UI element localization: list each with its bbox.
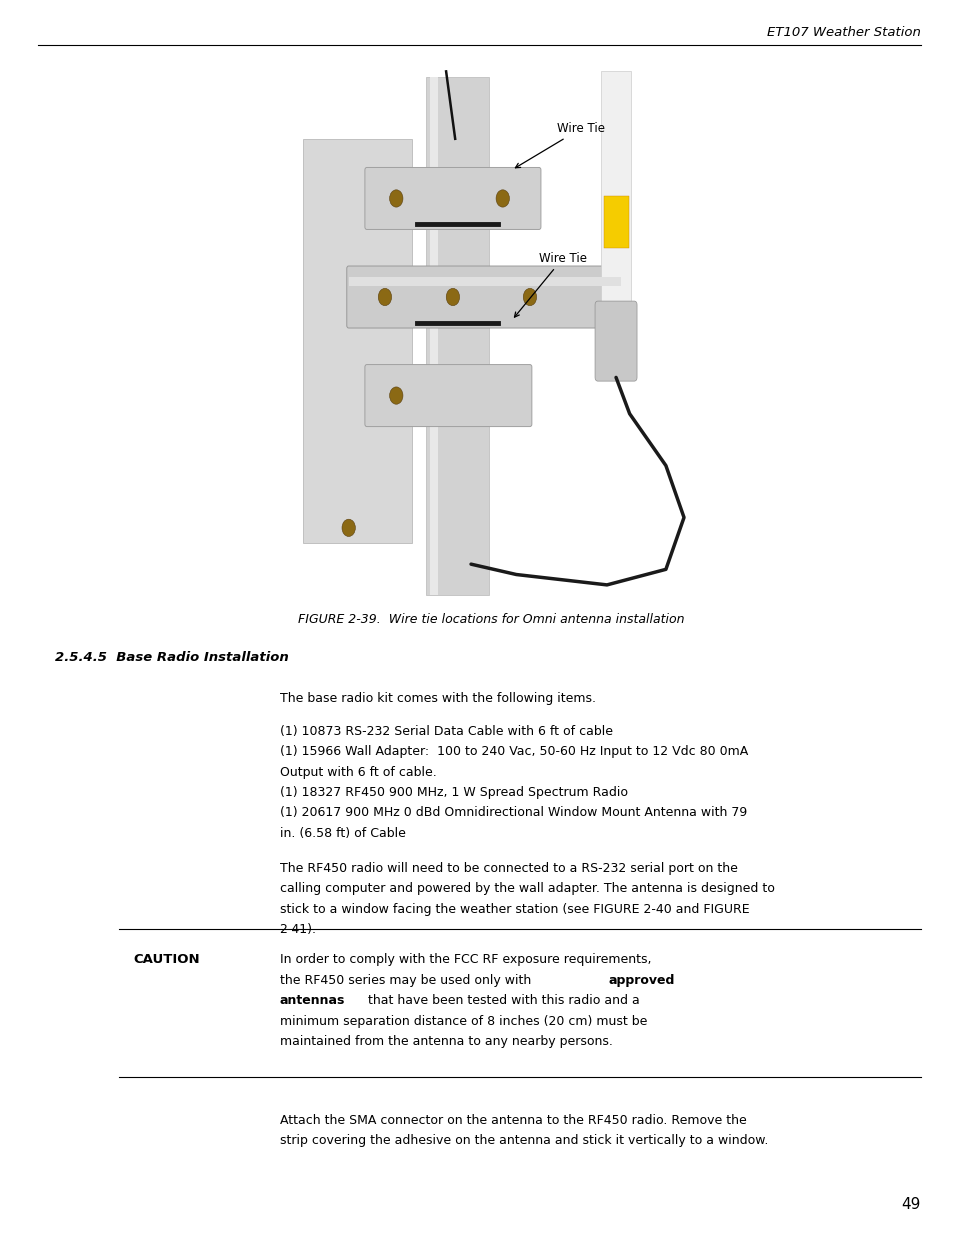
Bar (600, 72, 630, 310)
Text: Attach the SMA connector on the antenna to the RF450 radio. Remove the: Attach the SMA connector on the antenna … (279, 1114, 745, 1128)
Text: CAUTION: CAUTION (133, 953, 200, 967)
Text: that have been tested with this radio and a: that have been tested with this radio an… (363, 994, 639, 1008)
Text: Output with 6 ft of cable.: Output with 6 ft of cable. (279, 766, 436, 779)
Text: ET107 Weather Station: ET107 Weather Station (766, 26, 920, 38)
Text: the RF450 series may be used only with: the RF450 series may be used only with (279, 973, 535, 987)
Text: (1) 10873 RS-232 Serial Data Cable with 6 ft of cable: (1) 10873 RS-232 Serial Data Cable with … (279, 725, 612, 739)
Text: 2.5.4.5  Base Radio Installation: 2.5.4.5 Base Radio Installation (55, 651, 289, 663)
Bar (349, 277, 620, 285)
Text: (1) 18327 RF450 900 MHz, 1 W Spread Spectrum Radio: (1) 18327 RF450 900 MHz, 1 W Spread Spec… (279, 787, 627, 799)
Text: approved: approved (608, 973, 675, 987)
Bar (267, 77, 720, 595)
Text: stick to a window facing the weather station (see FIGURE 2-40 and FIGURE: stick to a window facing the weather sta… (279, 903, 748, 916)
Text: The RF450 radio will need to be connected to a RS-232 serial port on the: The RF450 radio will need to be connecte… (279, 862, 737, 876)
Circle shape (389, 387, 402, 404)
Bar (603, 196, 628, 248)
FancyBboxPatch shape (347, 266, 622, 329)
Circle shape (496, 190, 509, 207)
Text: maintained from the antenna to any nearby persons.: maintained from the antenna to any nearb… (279, 1035, 612, 1049)
Circle shape (446, 289, 459, 306)
Text: FIGURE 2-39.  Wire tie locations for Omni antenna installation: FIGURE 2-39. Wire tie locations for Omni… (297, 614, 684, 626)
Circle shape (522, 289, 536, 306)
Text: In order to comply with the FCC RF exposure requirements,: In order to comply with the FCC RF expos… (279, 953, 650, 967)
Text: in. (6.58 ft) of Cable: in. (6.58 ft) of Cable (279, 827, 405, 840)
Text: 49: 49 (901, 1197, 920, 1212)
Bar (267, 77, 720, 595)
Text: strip covering the adhesive on the antenna and stick it vertically to a window.: strip covering the adhesive on the anten… (279, 1134, 767, 1147)
Text: minimum separation distance of 8 inches (20 cm) must be: minimum separation distance of 8 inches … (279, 1015, 646, 1028)
Circle shape (389, 190, 402, 207)
Bar (303, 138, 412, 543)
Bar (430, 77, 437, 595)
Circle shape (377, 289, 391, 306)
Bar (425, 77, 489, 595)
Text: (1) 15966 Wall Adapter:  100 to 240 Vac, 50-60 Hz Input to 12 Vdc 80 0mA: (1) 15966 Wall Adapter: 100 to 240 Vac, … (279, 746, 747, 758)
Text: The base radio kit comes with the following items.: The base radio kit comes with the follow… (279, 692, 595, 705)
Text: 2-41).: 2-41). (279, 924, 316, 936)
Text: Wire Tie: Wire Tie (514, 252, 586, 317)
FancyBboxPatch shape (364, 364, 531, 426)
Text: (1) 20617 900 MHz 0 dBd Omnidirectional Window Mount Antenna with 79: (1) 20617 900 MHz 0 dBd Omnidirectional … (279, 806, 746, 820)
FancyBboxPatch shape (595, 301, 637, 382)
Circle shape (342, 519, 355, 536)
Text: Wire Tie: Wire Tie (515, 122, 604, 168)
Text: calling computer and powered by the wall adapter. The antenna is designed to: calling computer and powered by the wall… (279, 882, 774, 895)
Text: antennas: antennas (279, 994, 345, 1008)
FancyBboxPatch shape (364, 168, 540, 230)
